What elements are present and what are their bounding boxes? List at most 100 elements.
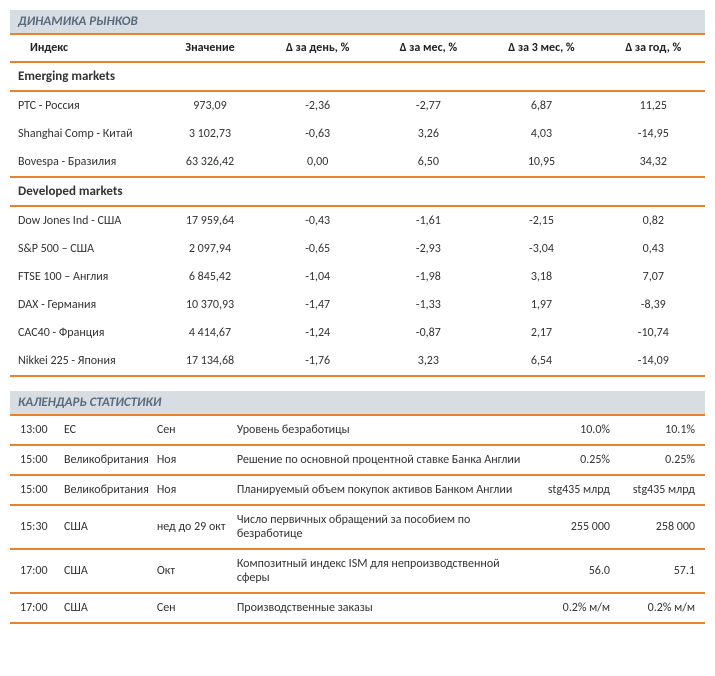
cell-year: 0,43 bbox=[602, 235, 705, 263]
cell-month: 3,26 bbox=[375, 120, 481, 148]
cell-year: 0,82 bbox=[602, 206, 705, 235]
cell-month: -1,61 bbox=[375, 206, 481, 235]
table-row: DAX - Германия10 370,93-1,47-1,331,97-8,… bbox=[10, 291, 705, 319]
cell-period: Окт bbox=[153, 549, 233, 593]
table-row: РТС - Россия973,09-2,36-2,776,8711,25 bbox=[10, 91, 705, 120]
cell-time: 15:00 bbox=[10, 475, 60, 505]
cell-description: Уровень безработицы bbox=[233, 416, 535, 445]
group-header: Emerging markets bbox=[10, 62, 705, 91]
cell-day: -0,43 bbox=[260, 206, 375, 235]
cell-value: 17 959,64 bbox=[160, 206, 260, 235]
col-q3: Δ за 3 мес, % bbox=[481, 35, 601, 62]
cell-year: 11,25 bbox=[602, 91, 705, 120]
cell-day: -1,47 bbox=[260, 291, 375, 319]
calendar-table: 13:00ЕССенУровень безработицы10.0%10.1%1… bbox=[10, 416, 705, 624]
cell-time: 15:00 bbox=[10, 445, 60, 475]
cell-value: 2 097,94 bbox=[160, 235, 260, 263]
cell-value-1: 56.0 bbox=[535, 549, 620, 593]
cell-month: -0,87 bbox=[375, 319, 481, 347]
cell-year: -14,09 bbox=[602, 347, 705, 376]
markets-section-header: ДИНАМИКА РЫНКОВ bbox=[10, 10, 705, 35]
cell-q3: 3,18 bbox=[481, 263, 601, 291]
cell-value-1: 0.2% м/м bbox=[535, 593, 620, 623]
col-day: Δ за день, % bbox=[260, 35, 375, 62]
calendar-section-header: КАЛЕНДАРЬ СТАТИСТИКИ bbox=[10, 391, 705, 416]
table-row: Bovespa - Бразилия63 326,420,006,5010,95… bbox=[10, 148, 705, 177]
cell-description: Композитный индекс ISM для непроизводств… bbox=[233, 549, 535, 593]
cell-value: 6 845,42 bbox=[160, 263, 260, 291]
calendar-row: 17:00СШАОктКомпозитный индекс ISM для не… bbox=[10, 549, 705, 593]
cell-period: Сен bbox=[153, 416, 233, 445]
cell-country: Великобритания bbox=[60, 475, 153, 505]
table-row: CAC40 - Франция4 414,67-1,24-0,872,17-10… bbox=[10, 319, 705, 347]
calendar-row: 13:00ЕССенУровень безработицы10.0%10.1% bbox=[10, 416, 705, 445]
cell-value-2: 0.25% bbox=[620, 445, 705, 475]
cell-description: Решение по основной процентной ставке Ба… bbox=[233, 445, 535, 475]
cell-day: -2,36 bbox=[260, 91, 375, 120]
cell-value-1: stg435 млрд bbox=[535, 475, 620, 505]
table-row: Nikkei 225 - Япония17 134,68-1,763,236,5… bbox=[10, 347, 705, 376]
cell-period: Ноя bbox=[153, 475, 233, 505]
cell-q3: 6,87 bbox=[481, 91, 601, 120]
cell-year: 34,32 bbox=[602, 148, 705, 177]
col-value: Значение bbox=[160, 35, 260, 62]
cell-day: -0,63 bbox=[260, 120, 375, 148]
cell-day: -1,04 bbox=[260, 263, 375, 291]
cell-q3: 1,97 bbox=[481, 291, 601, 319]
cell-value: 973,09 bbox=[160, 91, 260, 120]
cell-value: 17 134,68 bbox=[160, 347, 260, 376]
cell-time: 17:00 bbox=[10, 593, 60, 623]
group-header: Developed markets bbox=[10, 177, 705, 206]
cell-value-1: 0.25% bbox=[535, 445, 620, 475]
cell-value: 63 326,42 bbox=[160, 148, 260, 177]
cell-year: 7,07 bbox=[602, 263, 705, 291]
cell-index-name: S&P 500 – США bbox=[10, 235, 160, 263]
cell-description: Производственные заказы bbox=[233, 593, 535, 623]
calendar-row: 17:00СШАСенПроизводственные заказы0.2% м… bbox=[10, 593, 705, 623]
table-row: Shanghai Comp - Китай3 102,73-0,633,264,… bbox=[10, 120, 705, 148]
cell-time: 13:00 bbox=[10, 416, 60, 445]
cell-value-2: 57.1 bbox=[620, 549, 705, 593]
cell-index-name: Bovespa - Бразилия bbox=[10, 148, 160, 177]
cell-index-name: FTSE 100 – Англия bbox=[10, 263, 160, 291]
table-row: FTSE 100 – Англия6 845,42-1,04-1,983,187… bbox=[10, 263, 705, 291]
cell-month: -2,77 bbox=[375, 91, 481, 120]
cell-q3: -2,15 bbox=[481, 206, 601, 235]
cell-q3: 10,95 bbox=[481, 148, 601, 177]
cell-country: Великобритания bbox=[60, 445, 153, 475]
cell-month: 6,50 bbox=[375, 148, 481, 177]
cell-description: Планируемый объем покупок активов Банком… bbox=[233, 475, 535, 505]
cell-q3: -3,04 bbox=[481, 235, 601, 263]
cell-value: 4 414,67 bbox=[160, 319, 260, 347]
cell-time: 15:30 bbox=[10, 505, 60, 549]
cell-value-2: 0.2% м/м bbox=[620, 593, 705, 623]
cell-value: 3 102,73 bbox=[160, 120, 260, 148]
calendar-row: 15:00ВеликобританияНояРешение по основно… bbox=[10, 445, 705, 475]
cell-index-name: РТС - Россия bbox=[10, 91, 160, 120]
cell-country: США bbox=[60, 549, 153, 593]
cell-month: -1,33 bbox=[375, 291, 481, 319]
cell-day: -1,24 bbox=[260, 319, 375, 347]
markets-header-row: Индекс Значение Δ за день, % Δ за мес, %… bbox=[10, 35, 705, 62]
cell-day: 0,00 bbox=[260, 148, 375, 177]
group-name: Developed markets bbox=[10, 177, 705, 206]
markets-table: Индекс Значение Δ за день, % Δ за мес, %… bbox=[10, 35, 705, 377]
cell-value-2: stg435 млрд bbox=[620, 475, 705, 505]
cell-time: 17:00 bbox=[10, 549, 60, 593]
cell-q3: 4,03 bbox=[481, 120, 601, 148]
cell-index-name: Nikkei 225 - Япония bbox=[10, 347, 160, 376]
cell-day: -0,65 bbox=[260, 235, 375, 263]
col-index: Индекс bbox=[10, 35, 160, 62]
cell-year: -14,95 bbox=[602, 120, 705, 148]
calendar-row: 15:00ВеликобританияНояПланируемый объем … bbox=[10, 475, 705, 505]
cell-value-1: 255 000 bbox=[535, 505, 620, 549]
cell-value-2: 10.1% bbox=[620, 416, 705, 445]
cell-country: США bbox=[60, 593, 153, 623]
col-year: Δ за год, % bbox=[602, 35, 705, 62]
cell-year: -8,39 bbox=[602, 291, 705, 319]
cell-value-1: 10.0% bbox=[535, 416, 620, 445]
cell-month: 3,23 bbox=[375, 347, 481, 376]
col-month: Δ за мес, % bbox=[375, 35, 481, 62]
cell-period: Сен bbox=[153, 593, 233, 623]
table-row: S&P 500 – США2 097,94-0,65-2,93-3,040,43 bbox=[10, 235, 705, 263]
